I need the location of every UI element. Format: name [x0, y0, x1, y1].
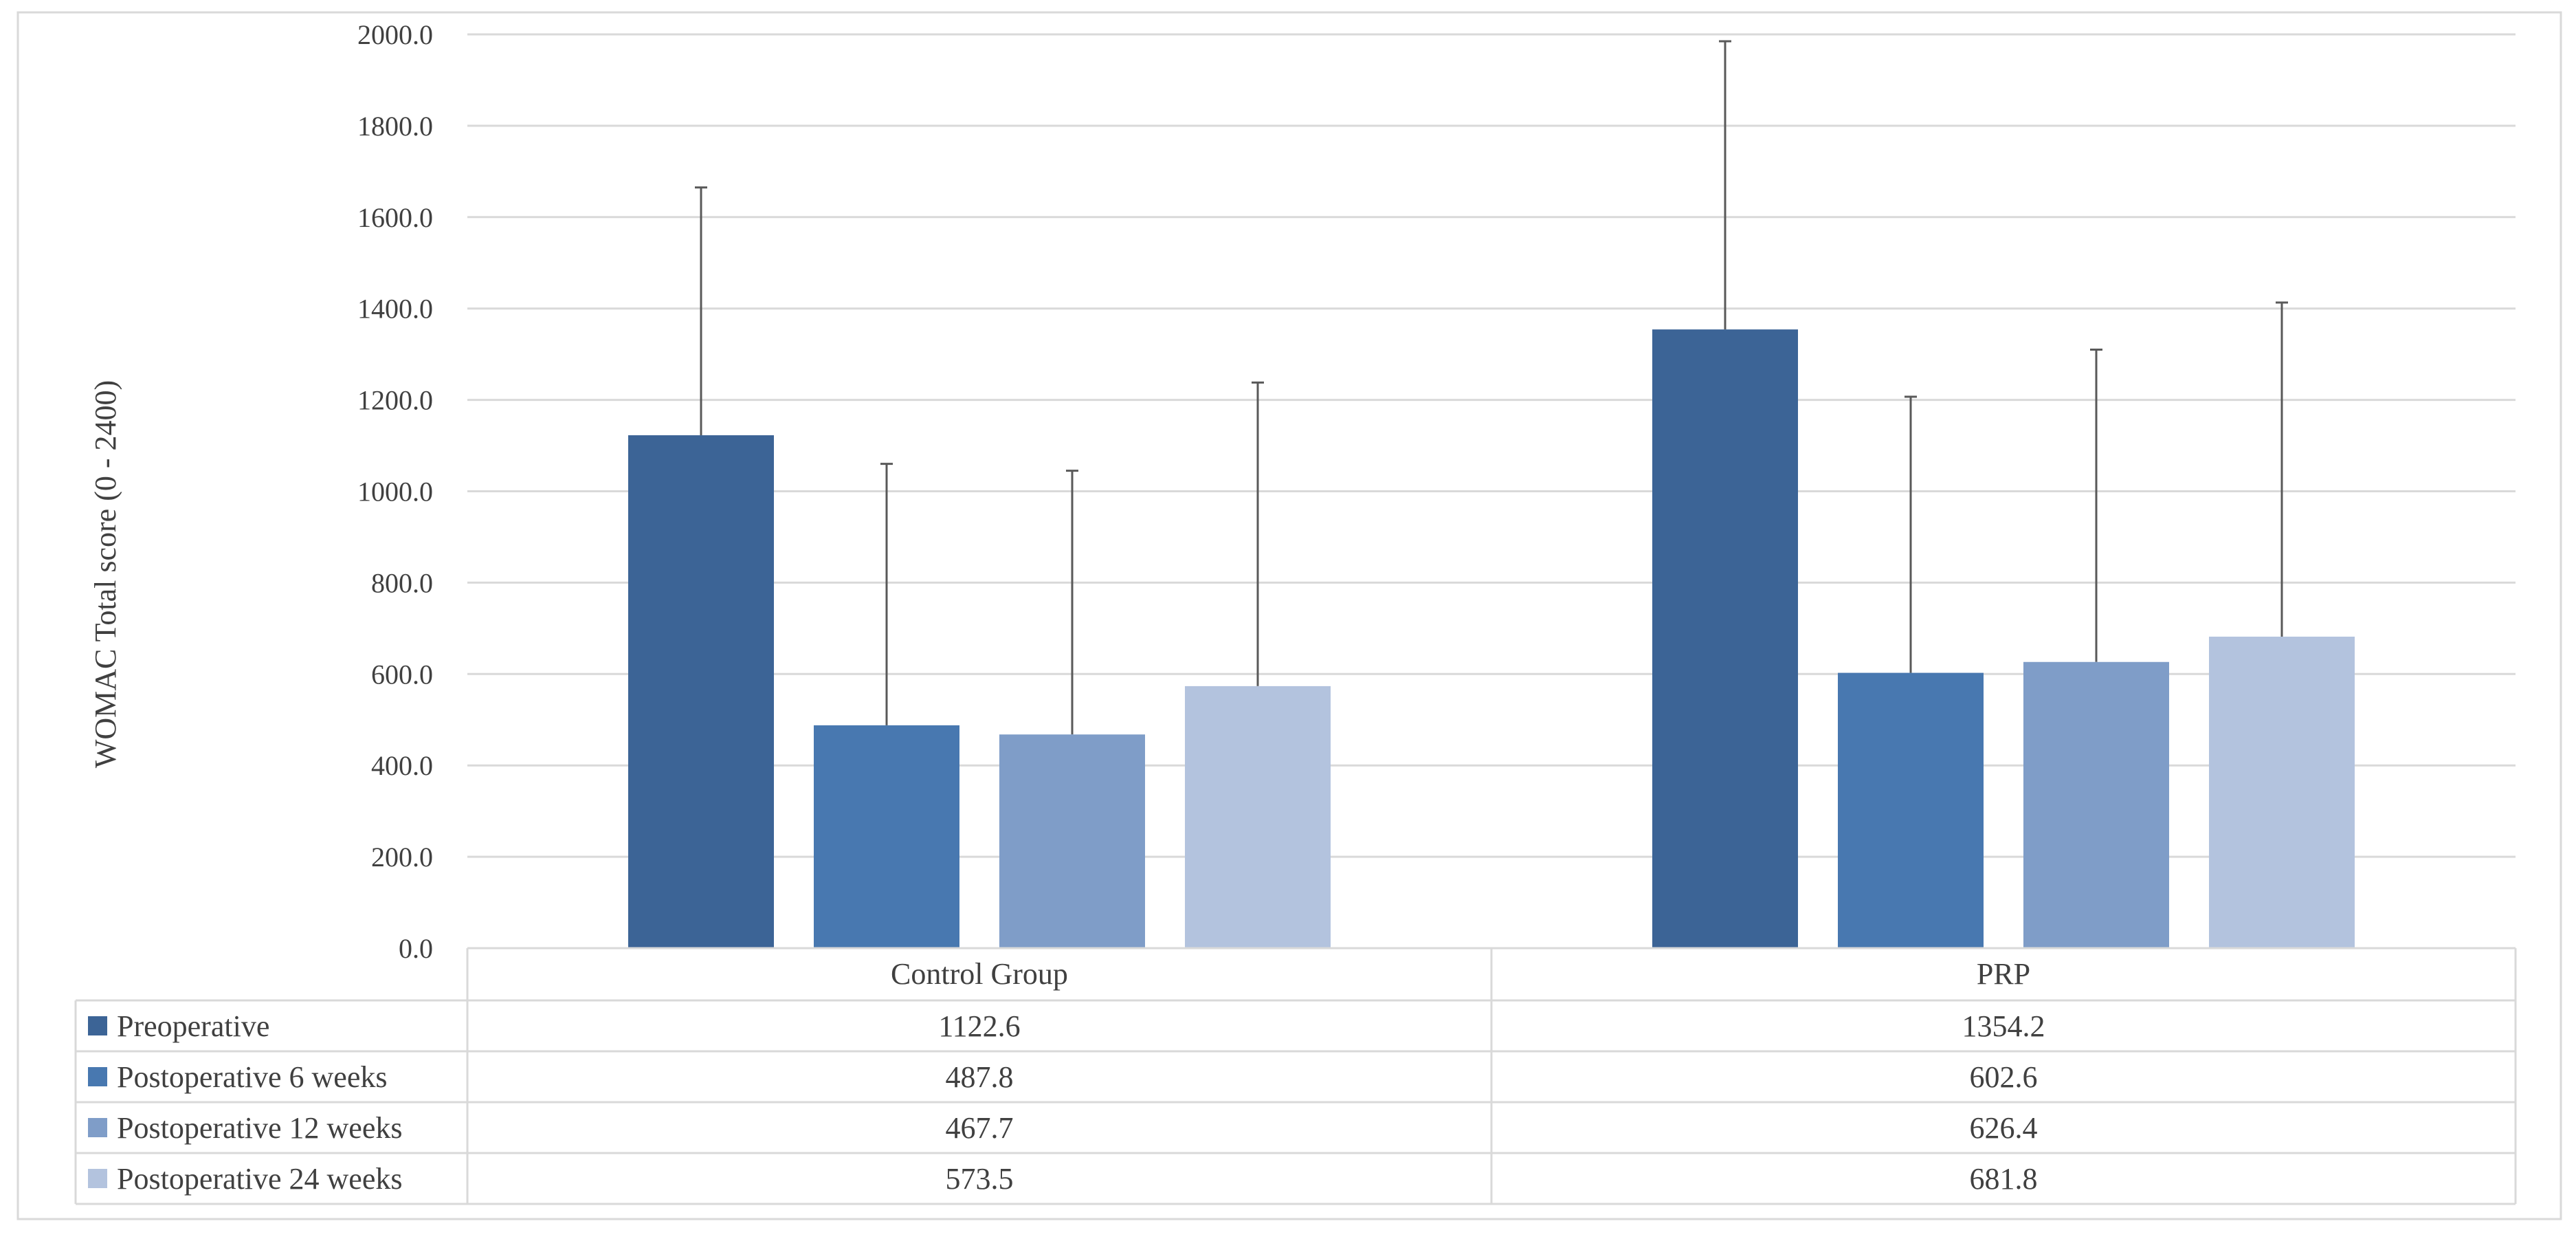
table-value: 1122.6 [938, 1009, 1020, 1043]
table-value: 573.5 [946, 1162, 1014, 1196]
category-label: PRP [1977, 957, 2030, 991]
y-tick-label: 800.0 [371, 567, 433, 598]
table-value: 467.7 [946, 1111, 1014, 1145]
bar [2023, 661, 2169, 948]
series-name: Postoperative 6 weeks [117, 1060, 387, 1094]
y-tick-label: 0.0 [399, 933, 433, 964]
chart-frame [16, 11, 2562, 1220]
y-tick-label: 1600.0 [357, 202, 433, 233]
category-label: Control Group [891, 957, 1068, 991]
y-tick-label: 1800.0 [357, 111, 433, 142]
y-tick-label: 400.0 [371, 750, 433, 781]
y-tick-label: 600.0 [371, 659, 433, 690]
y-tick-label: 1000.0 [357, 476, 433, 507]
data-table: Control Group PRP Preoperative 1122.6 1354.2… [74, 947, 2517, 1205]
table-value: 626.4 [1970, 1111, 2038, 1145]
y-axis-label: WOMAC Total score (0 - 2400) [89, 380, 122, 768]
bar [2209, 636, 2355, 948]
y-tick-label: 1200.0 [357, 385, 433, 416]
legend-key [88, 1169, 107, 1188]
table-value: 681.8 [1970, 1162, 2038, 1196]
gridlines [467, 33, 2516, 858]
legend-key [88, 1067, 107, 1086]
bars [628, 329, 2355, 948]
table-value: 1354.2 [1962, 1009, 2045, 1043]
legend-key [88, 1016, 107, 1035]
y-tick-label: 2000.0 [357, 19, 433, 50]
error-bars [695, 40, 2288, 735]
y-tick-label: 1400.0 [357, 294, 433, 325]
series-name: Postoperative 12 weeks [117, 1111, 402, 1145]
series-name: Postoperative 24 weeks [117, 1162, 402, 1196]
bar [999, 734, 1145, 948]
legend-key [88, 1118, 107, 1137]
table-value: 602.6 [1970, 1060, 2038, 1094]
series-name: Preoperative [117, 1009, 269, 1043]
table-value: 487.8 [946, 1060, 1014, 1094]
bar [814, 725, 959, 948]
y-axis-ticks: 0.0 200.0 400.0 600.0 800.0 1000.0 1200.0 1400.… [357, 19, 433, 964]
bar [1838, 672, 1984, 948]
y-tick-label: 200.0 [371, 842, 433, 873]
bar [628, 435, 774, 948]
bar [1652, 329, 1798, 948]
bar [1185, 686, 1331, 948]
